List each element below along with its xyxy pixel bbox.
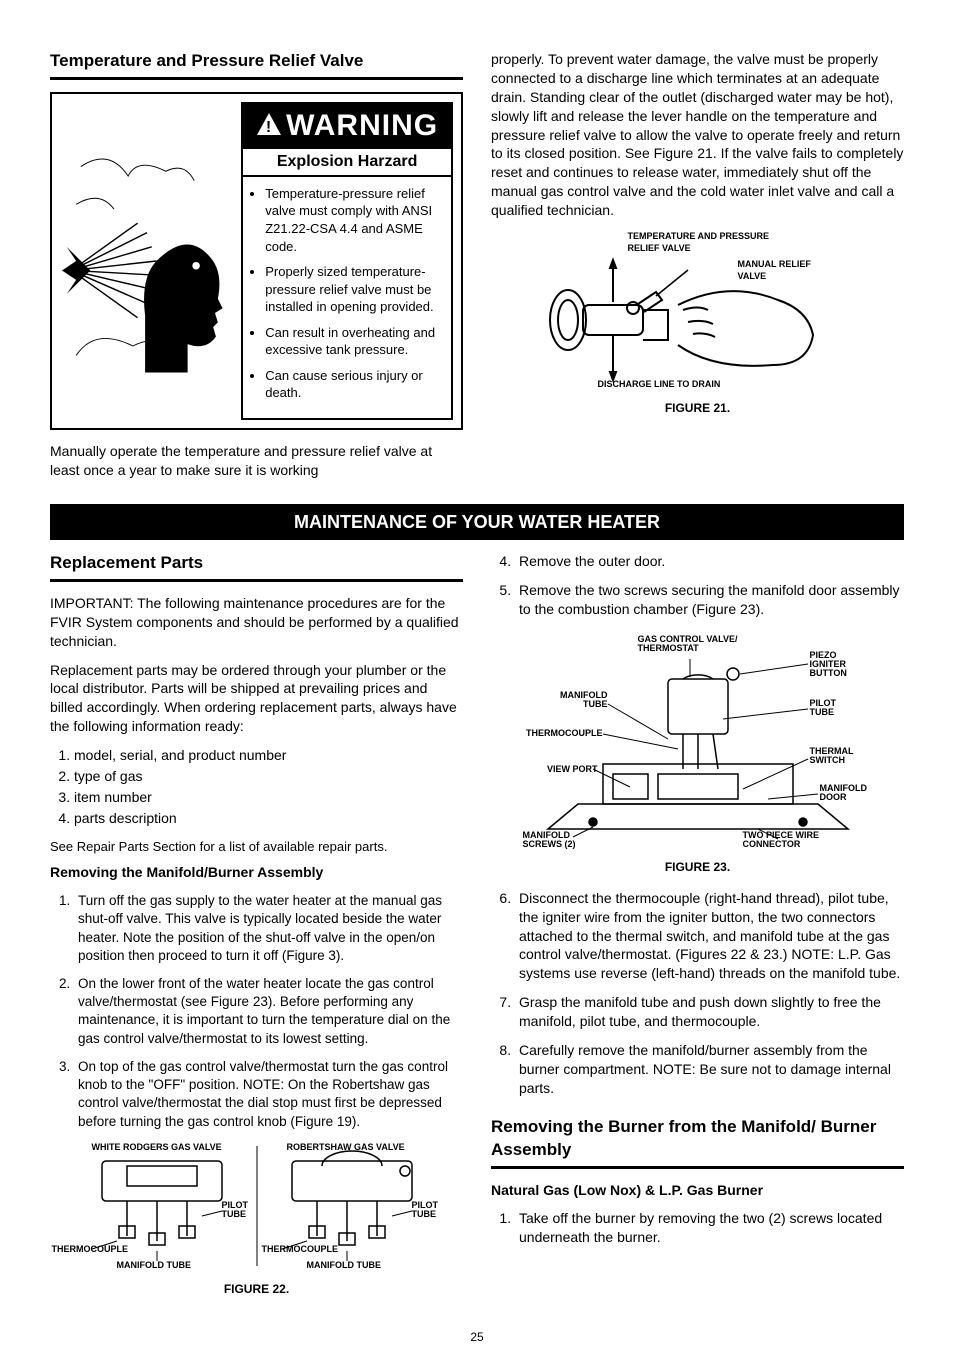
fig22-label-a2: PILOT TUBE	[412, 1201, 447, 1219]
fig23-label-b: PIEZO IGNITER BUTTON	[810, 651, 870, 678]
warning-box: ! WARNING Explosion Harzard Temperature-…	[50, 92, 463, 430]
fig22-label-a1: PILOT TUBE	[222, 1201, 257, 1219]
tprv-title: Temperature and Pressure Relief Valve	[50, 50, 463, 80]
warning-subtitle: Explosion Harzard	[243, 149, 451, 177]
warning-banner-text: WARNING	[286, 109, 438, 142]
burner-step: Take off the burner by removing the two …	[515, 1209, 904, 1247]
warning-bullet: Can result in overheating and excessive …	[265, 324, 441, 359]
maintenance-banner: MAINTENANCE OF YOUR WATER HEATER	[50, 504, 904, 540]
top-left-col: Temperature and Pressure Relief Valve	[50, 50, 463, 490]
warning-bullet: Temperature-pressure relief valve must c…	[265, 185, 441, 255]
rp-info-item: model, serial, and product number	[74, 746, 463, 765]
manifold-step: Carefully remove the manifold/burner ass…	[515, 1041, 904, 1098]
burner-sub: Natural Gas (Low Nox) & L.P. Gas Burner	[491, 1181, 904, 1200]
fig22-label-l1: WHITE RODGERS GAS VALVE	[92, 1141, 222, 1153]
fig21-label-b: MANUAL RELIEF VALVE	[738, 258, 838, 282]
figure-21: TEMPERATURE AND PRESSURE RELIEF VALVE MA…	[538, 230, 858, 390]
page-number: 25	[50, 1329, 904, 1345]
manifold-step: Remove the two screws securing the manif…	[515, 581, 904, 619]
fig23-label-i: MANIFOLD SCREWS (2)	[523, 831, 593, 849]
manifold-step: On top of the gas control valve/thermost…	[74, 1058, 463, 1131]
rp-info-list: model, serial, and product number type o…	[50, 746, 463, 828]
fig22-label-b1: THERMOCOUPLE	[52, 1243, 129, 1255]
manifold-step: Turn off the gas supply to the water hea…	[74, 892, 463, 965]
warning-illustration	[60, 102, 233, 420]
rp-info-item: type of gas	[74, 767, 463, 786]
bottom-section: Replacement Parts IMPORTANT: The followi…	[50, 552, 904, 1311]
tprv-body: Manually operate the temperature and pre…	[50, 442, 463, 480]
fig23-label-c: MANIFOLD TUBE	[548, 691, 608, 709]
fig22-label-l2: ROBERTSHAW GAS VALVE	[287, 1141, 405, 1153]
rp-info-item: parts description	[74, 809, 463, 828]
figure-22: WHITE RODGERS GAS VALVE ROBERTSHAW GAS V…	[57, 1141, 457, 1271]
warning-triangle-icon: !	[256, 107, 282, 148]
bottom-left-col: Replacement Parts IMPORTANT: The followi…	[50, 552, 463, 1311]
rp-p1: IMPORTANT: The following maintenance pro…	[50, 594, 463, 651]
manifold-steps-cont2: Disconnect the thermocouple (right-hand …	[491, 889, 904, 1098]
warning-banner: ! WARNING	[243, 104, 451, 149]
svg-text:!: !	[266, 119, 272, 136]
top-section: Temperature and Pressure Relief Valve	[50, 50, 904, 490]
fig22-caption: FIGURE 22.	[50, 1281, 463, 1297]
bottom-right-col: Remove the outer door. Remove the two sc…	[491, 552, 904, 1311]
manifold-steps-cont: Remove the outer door. Remove the two sc…	[491, 552, 904, 619]
manifold-step: Grasp the manifold tube and push down sl…	[515, 993, 904, 1031]
rp-info-item: item number	[74, 788, 463, 807]
explosion-silhouette-icon	[62, 136, 232, 386]
fig23-label-h: MANIFOLD DOOR	[820, 784, 880, 802]
warning-bullet: Properly sized temperature-pressure reli…	[265, 263, 441, 316]
warning-bullet: Can cause serious injury or death.	[265, 367, 441, 402]
fig23-label-a: GAS CONTROL VALVE/ THERMOSTAT	[638, 635, 748, 653]
manifold-steps: Turn off the gas supply to the water hea…	[50, 892, 463, 1131]
figure-23: GAS CONTROL VALVE/ THERMOSTAT PIEZO IGNI…	[508, 629, 888, 849]
manifold-step: On the lower front of the water heater l…	[74, 975, 463, 1048]
fig23-label-f: THERMAL SWITCH	[810, 747, 870, 765]
fig21-label-c: DISCHARGE LINE TO DRAIN	[598, 378, 721, 390]
warning-panel: ! WARNING Explosion Harzard Temperature-…	[241, 102, 453, 420]
rp-p2: Replacement parts may be ordered through…	[50, 661, 463, 737]
fig22-label-b2: THERMOCOUPLE	[262, 1243, 339, 1255]
warning-bullets: Temperature-pressure relief valve must c…	[243, 177, 451, 418]
fig23-label-g: VIEW PORT	[538, 763, 598, 775]
fig21-label-a: TEMPERATURE AND PRESSURE RELIEF VALVE	[628, 230, 778, 254]
removing-burner-title: Removing the Burner from the Manifold/ B…	[491, 1116, 904, 1169]
fig21-caption: FIGURE 21.	[491, 400, 904, 416]
fig23-label-d: PILOT TUBE	[810, 699, 860, 717]
manifold-step: Remove the outer door.	[515, 552, 904, 571]
fig23-label-j: TWO PIECE WIRE CONNECTOR	[743, 831, 853, 849]
fig23-caption: FIGURE 23.	[491, 859, 904, 875]
rp-p3: See Repair Parts Section for a list of a…	[50, 838, 463, 856]
fig22-label-c1: MANIFOLD TUBE	[117, 1259, 192, 1271]
tprv-body-cont: properly. To prevent water damage, the v…	[491, 50, 904, 220]
manifold-step: Disconnect the thermocouple (right-hand …	[515, 889, 904, 983]
fig23-label-e: THERMOCOUPLE	[518, 727, 603, 739]
fig22-label-c2: MANIFOLD TUBE	[307, 1259, 382, 1271]
top-right-col: properly. To prevent water damage, the v…	[491, 50, 904, 490]
removing-manifold-title: Removing the Manifold/Burner Assembly	[50, 863, 463, 882]
burner-steps: Take off the burner by removing the two …	[491, 1209, 904, 1247]
replacement-parts-title: Replacement Parts	[50, 552, 463, 582]
